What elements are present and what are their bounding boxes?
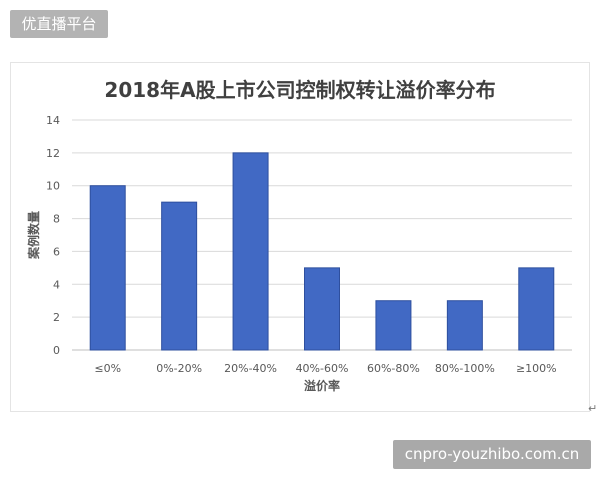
- y-tick-label: 14: [46, 114, 60, 127]
- y-tick-label: 6: [53, 245, 60, 258]
- y-tick-label: 2: [53, 311, 60, 324]
- bar: [161, 201, 198, 351]
- y-tick-label: 12: [46, 147, 60, 160]
- bar: [518, 267, 555, 351]
- x-tick-label: 20%-40%: [224, 362, 277, 375]
- x-tick-label: 80%-100%: [435, 362, 495, 375]
- y-tick-label: 0: [53, 344, 60, 357]
- bar: [232, 152, 269, 351]
- y-tick-label: 4: [53, 278, 60, 291]
- x-axis-label: 溢价率: [304, 378, 340, 393]
- top-watermark-label: 优直播平台: [10, 10, 108, 38]
- x-tick-label: 40%-60%: [296, 362, 349, 375]
- y-tick-label: 10: [46, 180, 60, 193]
- x-tick-label: ≥100%: [516, 362, 557, 375]
- bar: [375, 300, 412, 351]
- bar: [304, 267, 340, 351]
- bar: [446, 300, 483, 351]
- chart-title: 2018年A股上市公司控制权转让溢价率分布: [104, 78, 496, 102]
- return-mark: ↵: [588, 402, 598, 415]
- x-tick-label: 0%-20%: [156, 362, 202, 375]
- y-tick-label: 8: [53, 213, 60, 226]
- y-axis-label: 案例数量: [26, 211, 41, 260]
- x-tick-label: ≤0%: [94, 362, 121, 375]
- bar: [89, 185, 126, 351]
- bottom-watermark-label: cnpro-youzhibo.com.cn: [393, 440, 591, 469]
- x-tick-label: 60%-80%: [367, 362, 420, 375]
